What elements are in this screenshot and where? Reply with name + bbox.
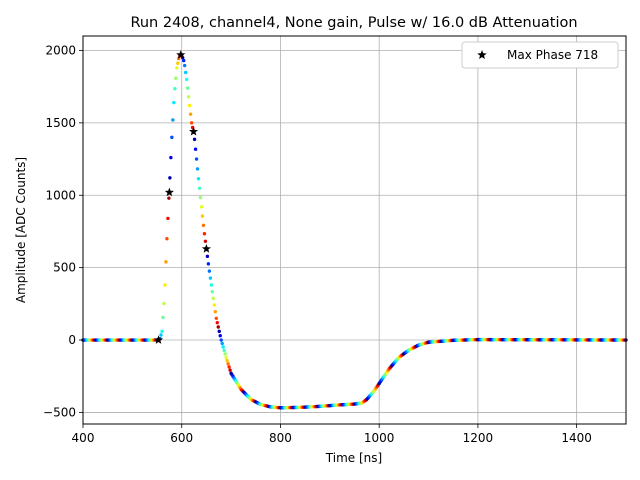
curve-dot [212, 303, 217, 307]
curve-dot [227, 365, 231, 369]
curve-dot [219, 338, 223, 342]
curve-dot [211, 296, 216, 301]
curve-dot [161, 315, 165, 320]
curve-dot [182, 58, 186, 63]
curve-dot [201, 223, 206, 228]
y-tick-label: 2000 [45, 43, 76, 57]
phase-marker-star [164, 187, 174, 197]
curve-dot [159, 333, 163, 337]
phase-marker-star [201, 244, 211, 253]
curve-dot [188, 112, 193, 116]
curve-dot [183, 70, 188, 75]
curve-dot [221, 345, 225, 349]
x-tick-label: 1200 [463, 431, 494, 445]
curve-dot [222, 348, 226, 353]
curve-dot [168, 176, 172, 180]
curve-dot [176, 61, 180, 65]
curve-dot [175, 66, 179, 70]
curve-dot [216, 325, 220, 329]
y-tick-label: 500 [53, 261, 76, 275]
y-tick-label: 0 [68, 333, 76, 347]
x-tick-label: 400 [72, 431, 95, 445]
curve-dot [196, 177, 201, 181]
phase-marker-star [176, 50, 186, 59]
axis-ticks: 400 600 800 1000 1200 1400 −500 0 500 1000 1500 200… [43, 43, 592, 445]
curve-dot [209, 283, 214, 287]
legend: Max Phase 718 [461, 41, 619, 69]
curve-dot [225, 358, 229, 363]
curve-dot [167, 196, 171, 200]
y-axis-label: Amplitude [ADC Counts] [14, 157, 28, 303]
x-tick-label: 1000 [364, 431, 395, 445]
curve-dot [189, 121, 194, 125]
curve-dot [187, 103, 192, 108]
curve-dot [198, 195, 203, 200]
curve-dot [217, 329, 221, 334]
curve-dot [171, 118, 175, 122]
curve-dot [208, 276, 213, 280]
y-tick-label: −500 [43, 405, 76, 419]
curve-dot [163, 283, 167, 287]
curve-dot [218, 333, 222, 338]
curve-dot [197, 186, 202, 190]
curve-dot [223, 352, 227, 356]
curve-dot [202, 232, 207, 236]
legend-box [461, 41, 619, 69]
curve-dot [192, 137, 197, 142]
curve-dot [194, 157, 199, 161]
curve-dot [199, 205, 204, 209]
curve-dot [184, 77, 189, 82]
curve-dot [200, 214, 205, 218]
curve-dot [224, 355, 228, 360]
curve-dot [170, 135, 174, 140]
chart-title: Run 2408, channel4, None gain, Pulse w/ … [130, 15, 577, 31]
curve-dot [195, 167, 200, 171]
curve-dot [169, 155, 173, 160]
curve-dot [165, 236, 169, 241]
curve-dot [228, 368, 232, 372]
x-tick-label: 600 [170, 431, 193, 445]
curve-dot [162, 301, 166, 306]
phase-markers [153, 50, 211, 344]
plot-frame [82, 35, 627, 425]
curve-dot [206, 262, 211, 266]
grid [82, 36, 626, 424]
curve-dot [210, 289, 215, 294]
curve-dot [207, 269, 212, 273]
curve-dot [205, 254, 210, 259]
x-tick-label: 800 [269, 431, 292, 445]
curve-dot [226, 362, 230, 366]
curve-dot [186, 95, 191, 99]
curve-dot [166, 216, 170, 221]
pulse-curve [81, 53, 628, 410]
curve-dot [193, 147, 198, 151]
curve-dot [164, 260, 168, 264]
legend-label: Max Phase 718 [507, 48, 598, 62]
y-tick-label: 1500 [45, 116, 76, 130]
curve-dot [172, 100, 176, 105]
phase-marker-star [153, 335, 164, 344]
x-tick-label: 1400 [561, 431, 592, 445]
curve-dot [220, 341, 224, 346]
curve-dot [174, 76, 178, 80]
curve-dot [173, 87, 177, 91]
curve-dot [177, 56, 181, 61]
x-axis-label: Time [ns] [325, 451, 382, 465]
curve-dot [214, 316, 218, 321]
curve-dot [215, 320, 219, 325]
curve-dot [182, 63, 187, 68]
phase-marker-star [189, 126, 199, 136]
curve-dot [203, 239, 208, 243]
star-icon [477, 50, 487, 60]
y-tick-label: 1000 [45, 188, 76, 202]
curve-dot [213, 309, 217, 314]
curve-dot [185, 86, 190, 90]
curve-dot [160, 329, 164, 334]
